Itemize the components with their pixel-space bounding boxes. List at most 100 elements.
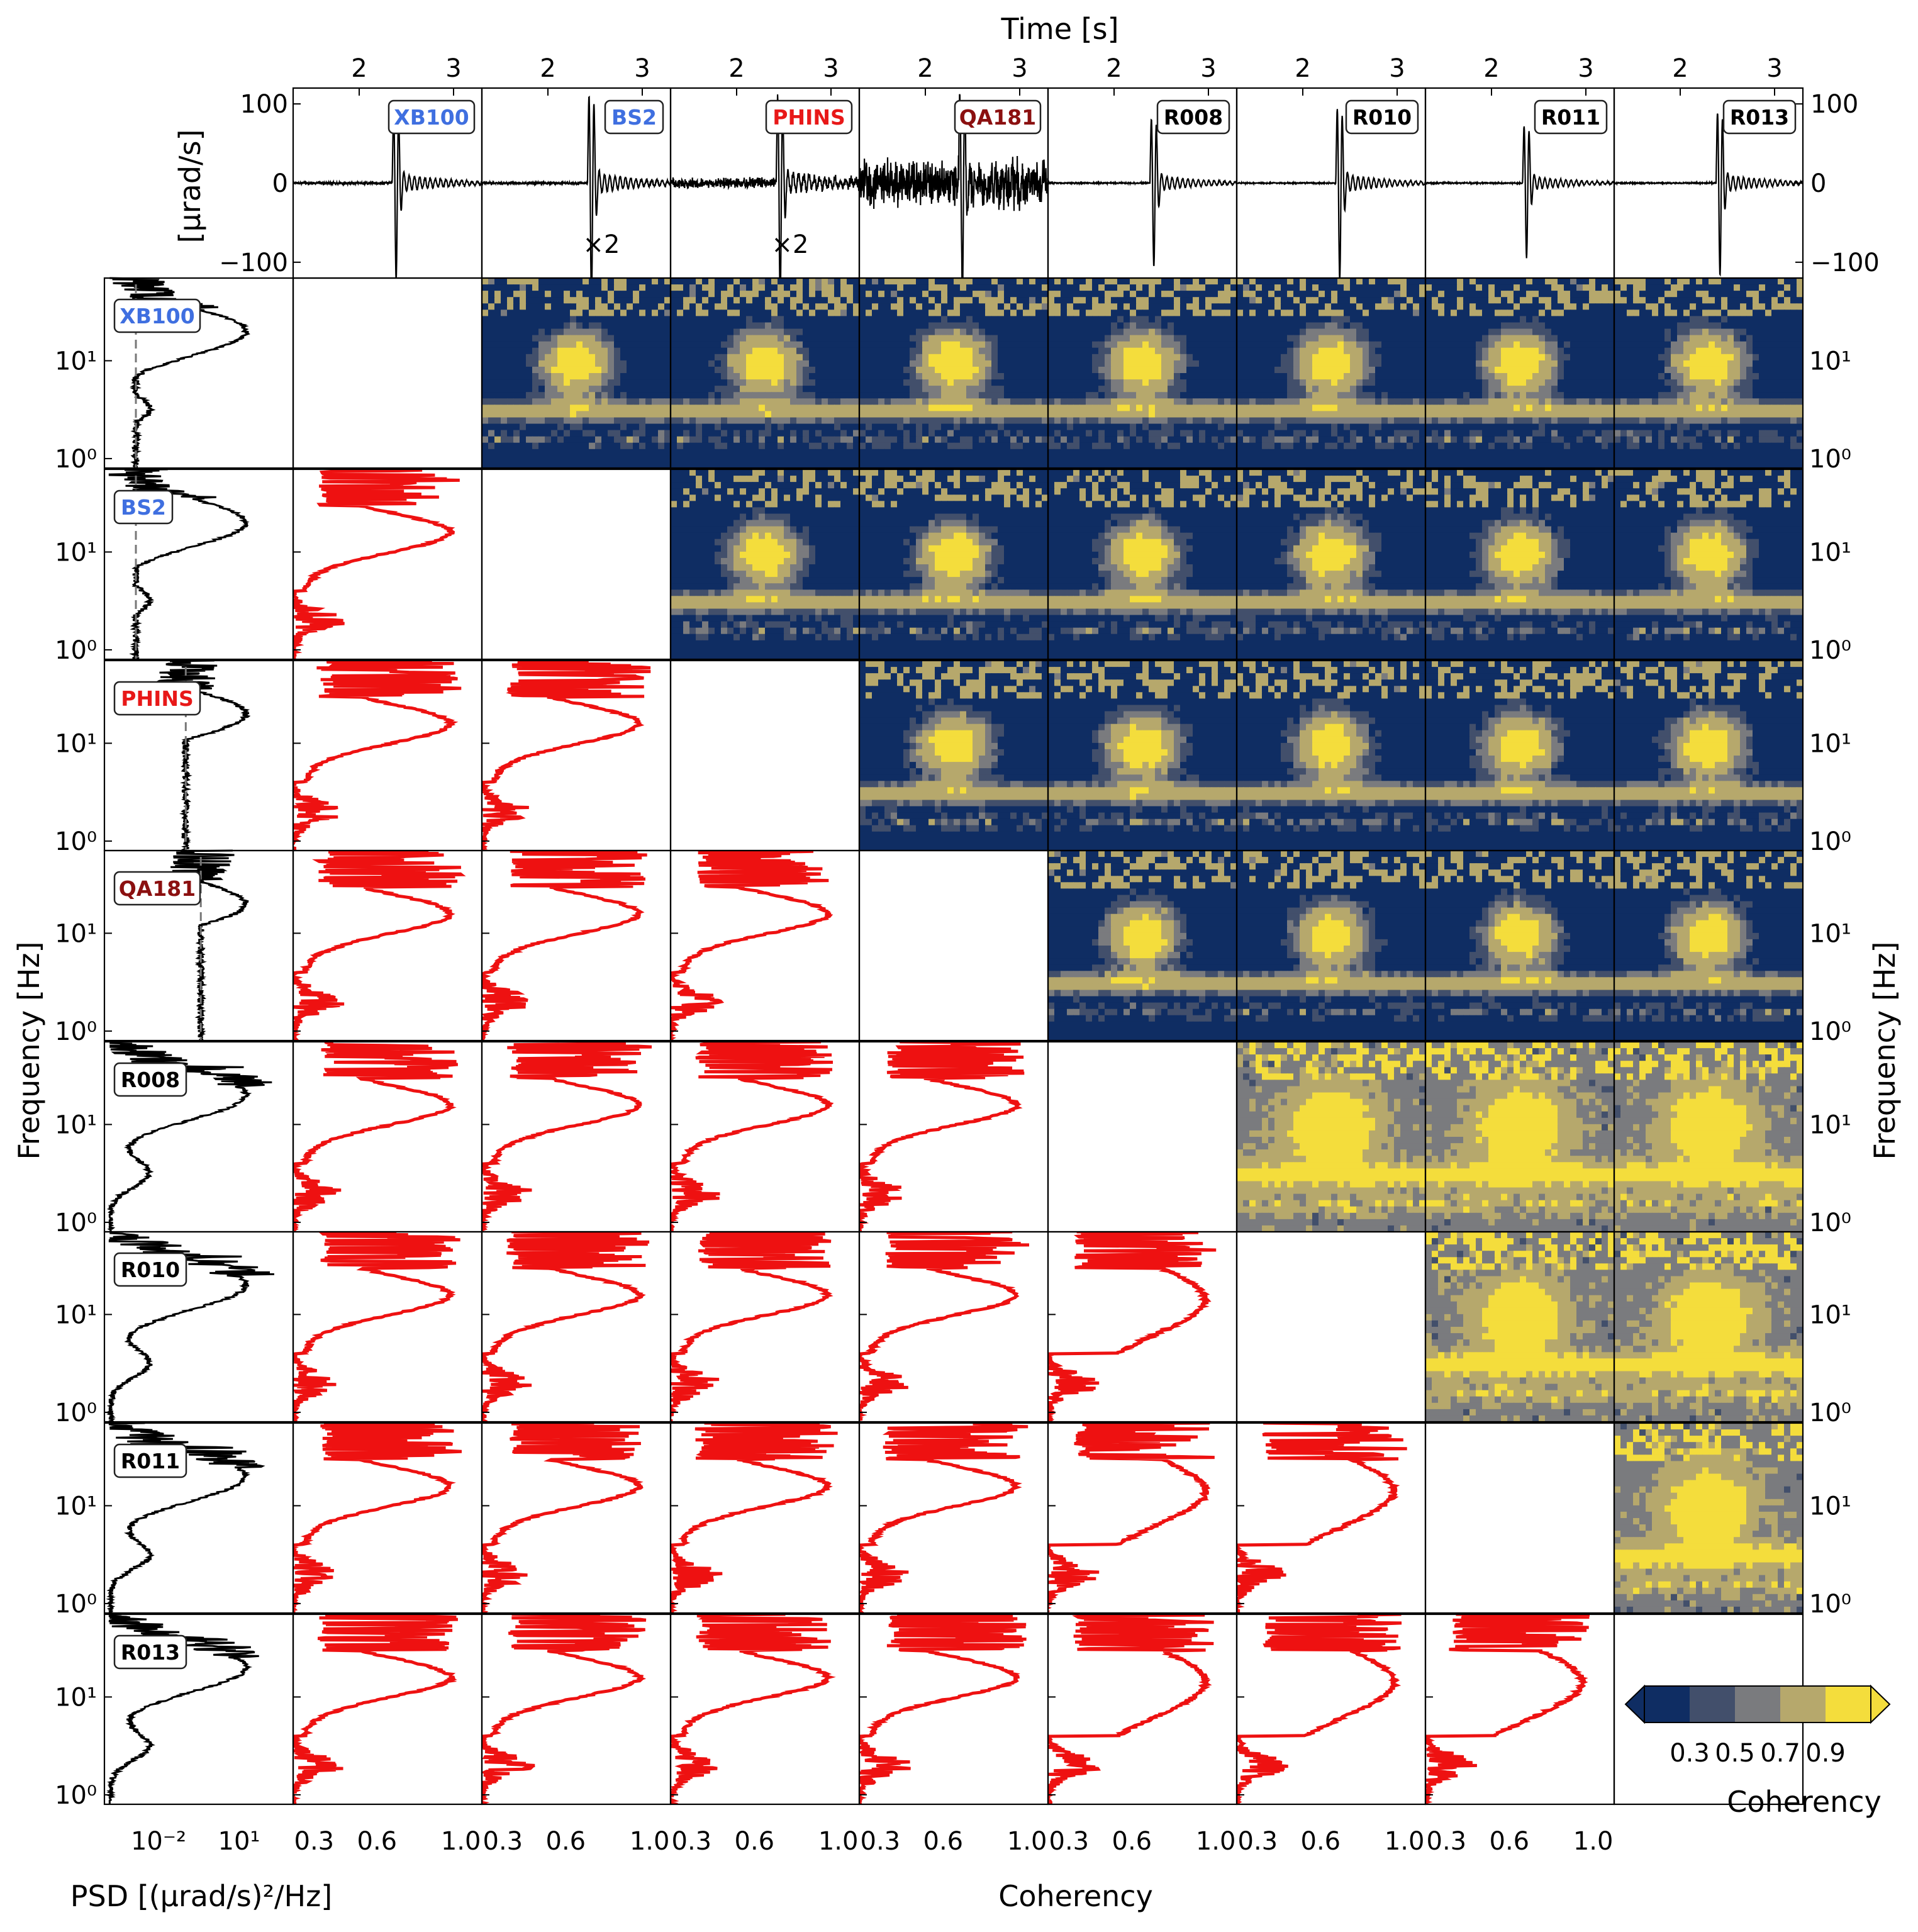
heatmap-cell (752, 297, 759, 304)
heatmap-cell (1363, 392, 1369, 399)
heatmap-cell (834, 323, 841, 330)
heatmap-cell (1105, 373, 1112, 380)
heatmap-cell (1413, 367, 1420, 374)
heatmap-cell (1337, 437, 1344, 444)
heatmap-cell (1369, 329, 1376, 336)
heatmap-cell (595, 310, 602, 316)
heatmap-cell (708, 437, 715, 444)
heatmap-cell (1356, 437, 1363, 444)
heatmap-cell (1514, 342, 1520, 349)
heatmap-cell (1369, 430, 1376, 437)
heatmap-cell (1337, 392, 1344, 399)
heatmap-cell (1532, 297, 1539, 304)
heatmap-cell (583, 335, 589, 342)
heatmap-cell (1337, 342, 1344, 349)
heatmap-cell (1079, 354, 1086, 361)
heatmap-cell (1054, 379, 1061, 386)
heatmap-cell (1136, 354, 1143, 361)
heatmap-cell (1174, 303, 1181, 310)
heatmap-cell (557, 424, 564, 431)
heatmap-cell (815, 437, 822, 444)
heatmap-cell (1363, 373, 1369, 380)
heatmap-cell (790, 405, 797, 411)
heatmap-cell (538, 284, 545, 291)
heatmap-cell (903, 405, 910, 411)
heatmap-cell (545, 297, 552, 304)
heatmap-cell (884, 297, 891, 304)
heatmap-cell (771, 335, 778, 342)
heatmap-cell (1155, 329, 1162, 336)
heatmap-cell (1306, 297, 1313, 304)
heatmap-cell (507, 449, 514, 456)
heatmap-cell (696, 297, 703, 304)
heatmap-cell (513, 386, 520, 393)
heatmap-cell (1539, 335, 1546, 342)
heatmap-cell (1287, 392, 1294, 399)
heatmap-cell (1149, 310, 1156, 316)
heatmap-cell (1545, 360, 1552, 367)
heatmap-cell (1136, 424, 1143, 431)
heatmap-cell (1551, 323, 1558, 330)
heatmap-cell (721, 430, 728, 437)
heatmap-cell (1595, 348, 1602, 355)
heatmap-cell (1501, 360, 1508, 367)
heatmap-cell (494, 329, 501, 336)
heatmap-cell (1274, 310, 1281, 316)
heatmap-cell (1193, 424, 1200, 431)
heatmap-cell (708, 284, 715, 291)
heatmap-cell (765, 297, 772, 304)
heatmap-cell (1048, 411, 1055, 418)
heatmap-cell (1425, 354, 1432, 361)
heatmap-cell (1488, 335, 1495, 342)
heatmap-cell (576, 342, 583, 349)
heatmap-cell (759, 284, 766, 291)
heatmap-cell (696, 316, 703, 323)
heatmap-cell (1319, 411, 1325, 418)
heatmap-cell (973, 449, 979, 456)
heatmap-cell (998, 360, 1005, 367)
heatmap-cell (1570, 329, 1577, 336)
heatmap-cell (1337, 367, 1344, 374)
heatmap-cell (746, 329, 753, 336)
heatmap-cell (1558, 360, 1564, 367)
heatmap-cell (866, 386, 873, 393)
heatmap-cell (545, 354, 552, 361)
heatmap-cell (1098, 329, 1105, 336)
heatmap-cell (1262, 291, 1269, 298)
heatmap-cell (941, 437, 948, 444)
heatmap-cell (513, 443, 520, 450)
heatmap-cell (1023, 316, 1030, 323)
heatmap-cell (1092, 348, 1099, 355)
heatmap-cell (1117, 329, 1124, 336)
heatmap-cell (1394, 411, 1401, 418)
heatmap-cell (689, 323, 696, 330)
heatmap-cell (966, 284, 973, 291)
heatmap-cell (715, 323, 722, 330)
heatmap-cell (1350, 297, 1357, 304)
heatmap-cell (614, 291, 621, 298)
heatmap-cell (1274, 455, 1281, 462)
heatmap-cell (778, 373, 784, 380)
heatmap-cell (847, 367, 854, 374)
heatmap-cell (551, 310, 558, 316)
heatmap-cell (1514, 316, 1520, 323)
heatmap-cell (1381, 411, 1388, 418)
heatmap-cell (1086, 455, 1093, 462)
heatmap-cell (1564, 284, 1571, 291)
heatmap-cell (627, 348, 633, 355)
heatmap-cell (1048, 335, 1055, 342)
heatmap-cell (733, 398, 740, 405)
heatmap-cell (941, 323, 948, 330)
heatmap-cell (1344, 335, 1351, 342)
heatmap-cell (916, 386, 923, 393)
heatmap-cell (1438, 323, 1445, 330)
heatmap-cell (1274, 297, 1281, 304)
heatmap-cell (1199, 398, 1206, 405)
heatmap-cell (1388, 291, 1395, 298)
heatmap-cell (1079, 437, 1086, 444)
heatmap-cell (1356, 329, 1363, 336)
heatmap-cell (878, 323, 885, 330)
heatmap-cell (614, 367, 621, 374)
heatmap-cell (545, 303, 552, 310)
heatmap-cell (1576, 316, 1583, 323)
